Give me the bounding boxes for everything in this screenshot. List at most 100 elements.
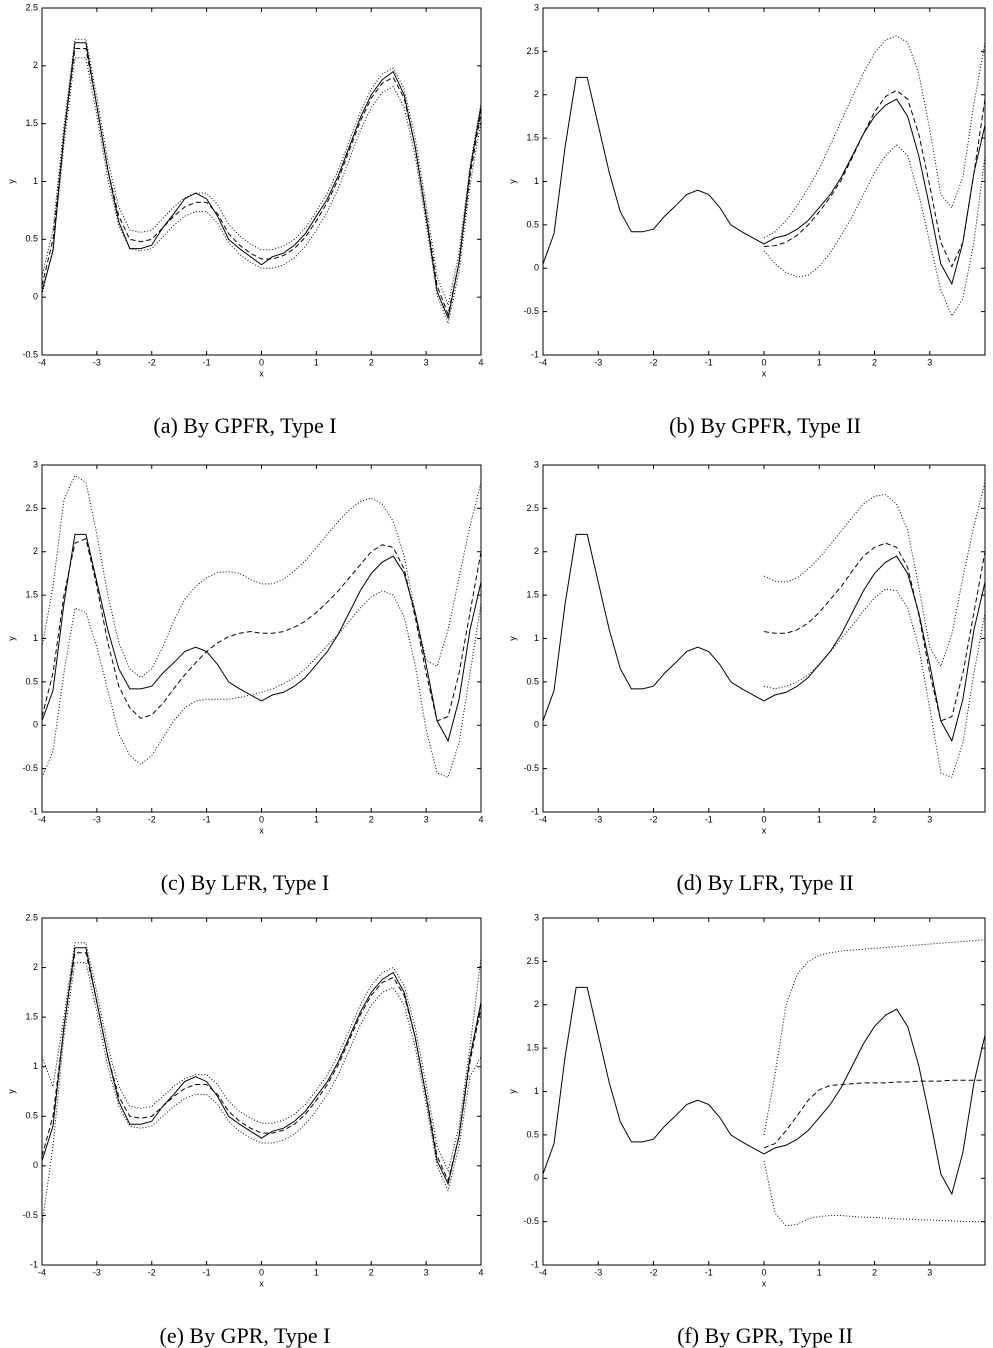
x-tick-label: 1 <box>314 814 319 824</box>
x-tick-label: -2 <box>649 357 657 367</box>
x-axis-label: x <box>762 1278 767 1288</box>
x-tick-label: 3 <box>424 357 429 367</box>
y-tick-label: -0.5 <box>523 763 539 773</box>
x-tick-label: -3 <box>93 1267 101 1277</box>
x-tick-label: 2 <box>369 357 374 367</box>
plot-frame <box>41 7 482 356</box>
y-tick-label: 0 <box>534 720 539 730</box>
x-tick-label: -3 <box>594 1267 602 1277</box>
y-tick-label: 2.5 <box>526 503 539 513</box>
y-tick-label: 2.5 <box>526 46 539 56</box>
y-tick-label: 0.5 <box>25 1111 38 1121</box>
x-axis-label: x <box>259 825 264 835</box>
y-tick-label: -1 <box>30 806 38 816</box>
x-tick-label: -4 <box>539 1267 547 1277</box>
y-tick-label: -1 <box>30 1259 38 1269</box>
x-tick-label: 2 <box>872 357 877 367</box>
panel: -4 -3 -2 -1 0 1 2 3 -1 -0.5 0 0.5 1 1.5 2 2.5 3 x y (d) By … <box>507 459 986 895</box>
series-line <box>763 939 986 1135</box>
caption: (c) By LFR, Type I <box>161 870 330 895</box>
y-tick-label: 1.5 <box>25 590 38 600</box>
y-tick-label: 1 <box>33 176 38 186</box>
y-tick-label: 1 <box>33 1061 38 1071</box>
x-tick-label: -4 <box>539 357 547 367</box>
series-line <box>41 962 482 1226</box>
y-tick-label: 0.5 <box>526 1129 539 1139</box>
y-axis-label: y <box>507 1089 517 1094</box>
x-axis-label: x <box>762 368 767 378</box>
x-tick-label: 4 <box>478 1267 483 1277</box>
x-tick-label: -3 <box>93 814 101 824</box>
y-tick-label: 0.5 <box>25 676 38 686</box>
y-tick-label: -0.5 <box>22 763 38 773</box>
panel: -4 -3 -2 -1 0 1 2 3 -1 -0.5 0 0.5 1 1.5 2 2.5 3 x y (f) By … <box>507 912 986 1348</box>
x-tick-label: 3 <box>424 814 429 824</box>
y-tick-label: 0.5 <box>526 219 539 229</box>
y-tick-label: 3 <box>534 459 539 469</box>
x-tick-label: 0 <box>761 1267 766 1277</box>
x-tick-label: 3 <box>927 1267 932 1277</box>
x-tick-label: 0 <box>761 814 766 824</box>
y-tick-label: -1 <box>531 349 539 359</box>
series-line <box>542 76 986 286</box>
y-tick-label: 1.5 <box>526 1043 539 1053</box>
x-tick-label: 2 <box>369 814 374 824</box>
series-line <box>41 57 482 326</box>
y-tick-label: 0 <box>33 720 38 730</box>
y-tick-label: 0 <box>33 1160 38 1170</box>
y-tick-label: 1 <box>534 633 539 643</box>
series-line <box>763 482 986 668</box>
y-tick-label: 2 <box>534 89 539 99</box>
series-line <box>542 533 986 743</box>
y-tick-label: 1.5 <box>526 590 539 600</box>
x-tick-label: -1 <box>705 357 713 367</box>
panel: -4 -3 -2 -1 0 1 2 3 4 -1 -0.5 0 0.5 1 1.5 2 2.5 x y (e) By … <box>6 912 483 1348</box>
plot-frame <box>41 464 482 813</box>
x-tick-label: -3 <box>594 357 602 367</box>
y-tick-label: 0.5 <box>25 234 38 244</box>
caption: (b) By GPFR, Type II <box>669 413 861 438</box>
y-tick-label: 2 <box>33 60 38 70</box>
y-tick-label: 0 <box>33 292 38 302</box>
series-line <box>41 47 482 317</box>
panel: -4 -3 -2 -1 0 1 2 3 4 -1 -0.5 0 0.5 1 1.5 2 2.5 3 x y (c) By… <box>6 459 483 895</box>
y-tick-label: 1.5 <box>25 118 38 128</box>
series-line <box>763 542 986 722</box>
y-tick-label: 2.5 <box>25 2 38 12</box>
y-tick-label: 3 <box>33 459 38 469</box>
y-tick-label: 1.5 <box>526 133 539 143</box>
x-tick-label: 2 <box>369 1267 374 1277</box>
y-tick-label: 3 <box>534 912 539 922</box>
x-tick-label: 4 <box>478 357 483 367</box>
caption: (f) By GPR, Type II <box>677 1323 853 1348</box>
series-line <box>763 1160 985 1227</box>
plot-frame <box>41 917 482 1266</box>
x-tick-label: -2 <box>148 814 156 824</box>
series-line <box>41 952 482 1183</box>
x-tick-label: -3 <box>594 814 602 824</box>
y-tick-label: -0.5 <box>523 1216 539 1226</box>
y-axis-label: y <box>6 179 16 184</box>
plot-frame <box>542 917 986 1266</box>
x-tick-label: -4 <box>38 814 46 824</box>
x-tick-label: -1 <box>203 814 211 824</box>
x-axis-label: x <box>259 368 264 378</box>
y-tick-label: 2.5 <box>526 956 539 966</box>
y-tick-label: 1 <box>33 633 38 643</box>
y-tick-label: 2 <box>33 546 38 556</box>
x-tick-label: 1 <box>817 814 822 824</box>
x-tick-label: -4 <box>539 814 547 824</box>
x-tick-label: -2 <box>649 1267 657 1277</box>
y-axis-label: y <box>507 636 517 641</box>
y-tick-label: 2 <box>534 546 539 556</box>
x-tick-label: -2 <box>148 1267 156 1277</box>
y-tick-label: 1 <box>534 1086 539 1096</box>
y-axis-label: y <box>6 1089 16 1094</box>
y-axis-label: y <box>507 179 517 184</box>
series-line <box>41 947 482 1186</box>
x-tick-label: -2 <box>148 357 156 367</box>
series-line <box>41 538 482 722</box>
caption: (e) By GPR, Type I <box>160 1323 331 1348</box>
series-line <box>763 588 986 778</box>
